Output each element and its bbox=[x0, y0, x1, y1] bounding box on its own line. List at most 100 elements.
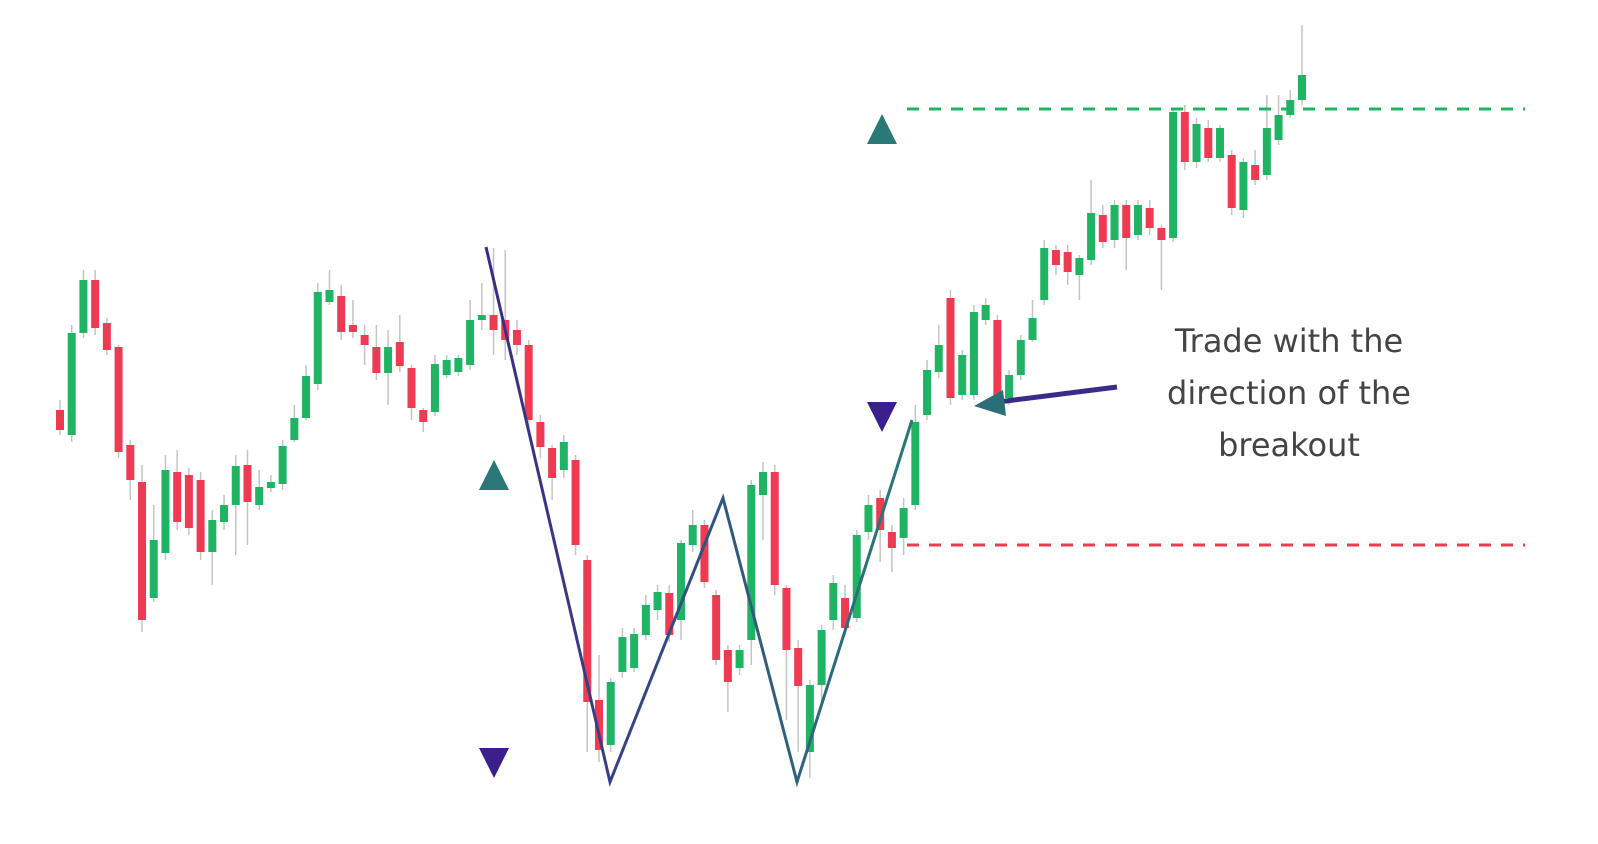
arrow-head bbox=[867, 114, 897, 144]
candle-body bbox=[184, 475, 193, 528]
candle-body bbox=[1005, 375, 1014, 398]
candle-body bbox=[1215, 128, 1224, 158]
candle-body bbox=[1028, 318, 1037, 340]
candle-body bbox=[1145, 208, 1154, 228]
pointer-arrow bbox=[997, 384, 1118, 405]
candle-body bbox=[1157, 228, 1166, 240]
candle-body bbox=[337, 296, 346, 332]
candle-body bbox=[208, 520, 217, 552]
candle-body bbox=[1016, 340, 1025, 375]
candle-body bbox=[794, 648, 803, 686]
candle-body bbox=[887, 532, 896, 548]
annotation: Trade with the bbox=[1174, 322, 1403, 360]
candle-body bbox=[993, 320, 1002, 395]
candle-body bbox=[594, 700, 603, 750]
arrow-head bbox=[974, 390, 1006, 416]
overlay bbox=[468, 107, 1525, 789]
annotation: breakout bbox=[1218, 426, 1360, 464]
candle-body bbox=[102, 323, 111, 350]
candle-body bbox=[430, 364, 439, 412]
candle-body bbox=[653, 592, 662, 610]
candle-body bbox=[700, 525, 709, 582]
candle-body bbox=[91, 280, 100, 328]
candle-body bbox=[583, 560, 592, 702]
candle-body bbox=[419, 410, 428, 422]
candle-body bbox=[1262, 128, 1271, 175]
candle-body bbox=[981, 305, 990, 320]
candle-body bbox=[1110, 205, 1119, 240]
candle-body bbox=[1133, 205, 1142, 235]
candle-body bbox=[512, 330, 521, 345]
pattern-line bbox=[484, 246, 914, 788]
candle-body bbox=[79, 280, 88, 333]
candle-body bbox=[442, 360, 451, 375]
arrow-head bbox=[479, 460, 509, 490]
candle-body bbox=[559, 442, 568, 470]
candle-body bbox=[770, 472, 779, 585]
candle-body bbox=[1204, 128, 1213, 158]
candle-body bbox=[231, 466, 240, 505]
candle-body bbox=[747, 485, 756, 640]
candle-body bbox=[290, 418, 299, 440]
candle-body bbox=[149, 540, 158, 598]
candle-body bbox=[126, 445, 135, 480]
candle-body bbox=[1192, 124, 1201, 162]
candle-body bbox=[360, 335, 369, 345]
candle-body bbox=[1251, 165, 1260, 180]
candle-body bbox=[934, 345, 943, 372]
candle-body bbox=[735, 650, 744, 668]
candle-body bbox=[407, 368, 416, 408]
candle-body bbox=[395, 342, 404, 366]
candles bbox=[56, 25, 1306, 778]
candle-body bbox=[161, 470, 170, 553]
candle-body bbox=[665, 593, 674, 635]
candle-body bbox=[1239, 162, 1248, 210]
candle-body bbox=[384, 347, 393, 373]
candle-body bbox=[220, 505, 229, 522]
candle-body bbox=[911, 422, 920, 505]
candle-body bbox=[1169, 112, 1178, 238]
candle-body bbox=[114, 347, 123, 452]
candle-body bbox=[1298, 75, 1306, 100]
candle-body bbox=[923, 370, 932, 415]
candle-body bbox=[348, 325, 357, 332]
candle-body bbox=[536, 422, 545, 447]
candle-body bbox=[302, 376, 311, 418]
candle-body bbox=[1087, 213, 1096, 260]
annotation: direction of the bbox=[1167, 374, 1411, 412]
candle-body bbox=[67, 333, 76, 435]
candle-body bbox=[1180, 112, 1189, 162]
candle-body bbox=[571, 460, 580, 545]
candle-body bbox=[243, 465, 252, 502]
candle-body bbox=[641, 605, 650, 635]
candle-body bbox=[1040, 248, 1049, 300]
candle-body bbox=[56, 410, 64, 430]
candle-body bbox=[864, 505, 873, 532]
candle-body bbox=[266, 482, 275, 488]
candle-body bbox=[278, 446, 287, 484]
candle-body bbox=[759, 472, 768, 495]
candle-body bbox=[782, 588, 791, 650]
candle-body bbox=[477, 315, 486, 320]
candle-body bbox=[677, 543, 685, 620]
candle-body bbox=[899, 508, 908, 538]
candle-body bbox=[1075, 258, 1084, 275]
candle-body bbox=[1063, 252, 1072, 272]
candle-body bbox=[255, 487, 264, 505]
candle-body bbox=[524, 345, 533, 420]
candle-body bbox=[723, 650, 732, 682]
candle-body bbox=[489, 315, 498, 330]
arrow-head bbox=[479, 748, 509, 778]
candle-body bbox=[138, 482, 147, 620]
candle-body bbox=[841, 598, 850, 628]
candle-body bbox=[1098, 215, 1107, 242]
candle-body bbox=[548, 448, 557, 478]
candle-body bbox=[876, 498, 885, 530]
candle-body bbox=[325, 290, 334, 302]
candle-body bbox=[969, 312, 978, 395]
candle-body bbox=[688, 525, 697, 545]
candle-body bbox=[1122, 205, 1131, 238]
candle-body bbox=[852, 535, 861, 618]
candle-body bbox=[712, 595, 721, 660]
